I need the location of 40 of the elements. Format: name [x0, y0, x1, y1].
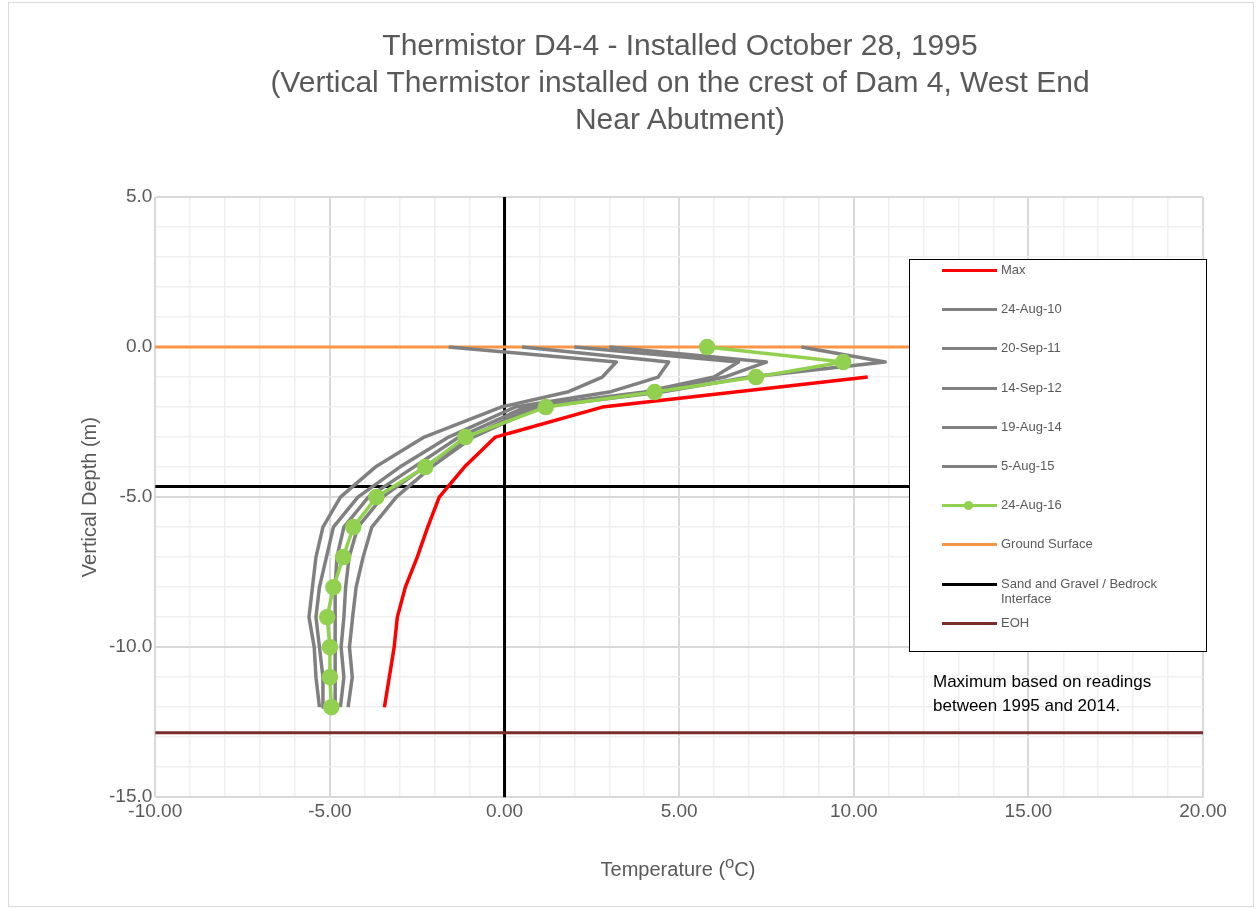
- point: [368, 488, 385, 506]
- point: [457, 428, 474, 446]
- legend-label: 19-Aug-14: [1001, 418, 1063, 434]
- annotation: Maximum based on readings between 1995 and 2014.: [933, 671, 1153, 717]
- y-tick-label: -5.0: [119, 485, 153, 507]
- point: [698, 338, 716, 356]
- x-tick-label: 0.00: [486, 799, 524, 821]
- chart-title: Thermistor D4-4 - Installed October 28, 1995: [381, 27, 979, 63]
- legend-label: 20-Sep-11: [1001, 340, 1062, 356]
- y-tick-label: -10.0: [108, 635, 153, 657]
- x-tick-label: 20.00: [1179, 799, 1227, 821]
- point: [747, 368, 765, 386]
- x-axis-title: Temperature ($^{o}$C): [599, 853, 757, 881]
- x-tick-label: 5.00: [660, 799, 698, 821]
- legend-label: 5-Aug-15: [1001, 457, 1056, 473]
- point: [325, 578, 342, 596]
- chart-subtitle: (Vertical Thermistor installed on the crest of Dam 4, West End Near Abutment): [269, 64, 1091, 137]
- point: [646, 383, 663, 401]
- point: [334, 548, 352, 566]
- legend-label: EOH: [1001, 614, 1031, 630]
- legend-label: Ground Surface: [1001, 536, 1094, 552]
- point: [318, 608, 336, 626]
- y-axis-title: Vertical Depth (m): [77, 417, 100, 578]
- point: [835, 353, 852, 371]
- point: [537, 398, 554, 416]
- legend-label: 14-Sep-12: [1001, 379, 1063, 395]
- y-tick-label: 5.0: [125, 185, 153, 207]
- legend-label: Sand and Gravel / Bedrock Interface: [1001, 575, 1159, 606]
- x-tick-label: -5.00: [308, 799, 352, 821]
- point: [323, 698, 340, 716]
- x-tick-label: 10.00: [830, 799, 878, 821]
- point: [321, 638, 339, 656]
- legend-label: Max: [1001, 262, 1027, 277]
- point: [345, 518, 362, 536]
- point: [321, 668, 339, 686]
- y-tick-label: 0.0: [125, 335, 153, 357]
- legend-label: 24-Aug-16: [1001, 497, 1063, 513]
- legend-label: 24-Aug-10: [1001, 301, 1063, 317]
- x-tick-label: 15.00: [1004, 799, 1053, 821]
- point: [417, 458, 434, 476]
